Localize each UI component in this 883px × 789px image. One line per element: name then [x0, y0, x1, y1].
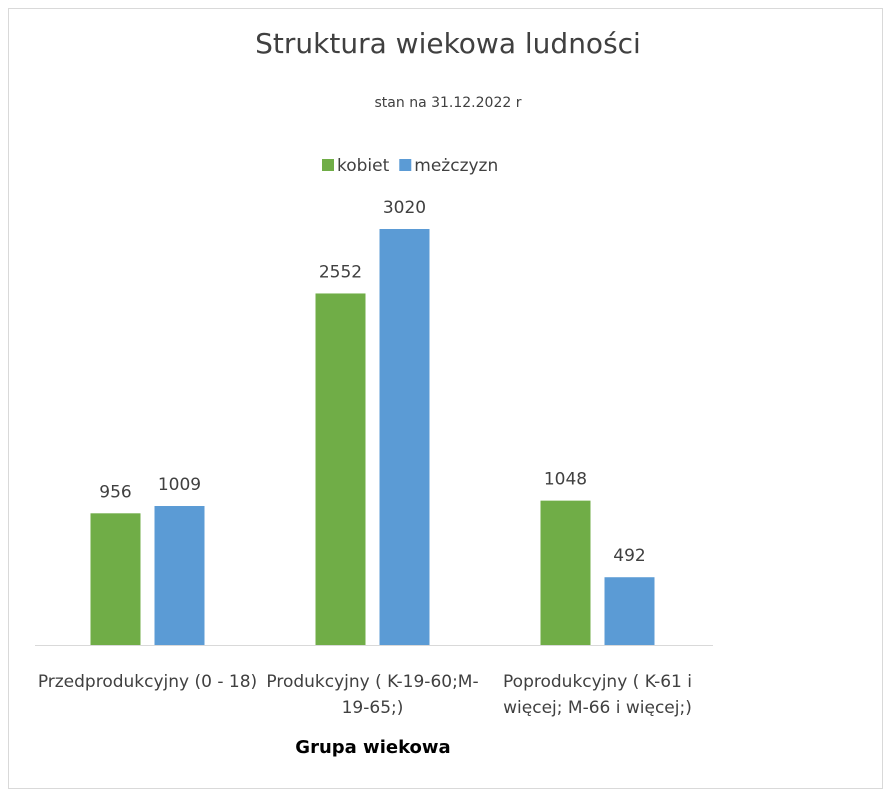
- x-tick-label-box: Przedprodukcyjny (0 - 18): [37, 672, 258, 692]
- data-label: 2552: [319, 262, 362, 282]
- chart-subtitle: stan na 31.12.2022 r: [375, 95, 522, 111]
- data-label: 3020: [383, 198, 426, 218]
- x-tick-label: Poprodukcyjny ( K-61 i więcej; M-66 i wi…: [503, 672, 692, 718]
- bar: [90, 513, 141, 645]
- bar: [315, 293, 366, 645]
- chart-frame: [8, 8, 883, 789]
- x-tick-label-box: Poprodukcyjny ( K-61 i więcej; M-66 i wi…: [503, 672, 692, 718]
- x-tick-label-box: Produkcyjny ( K-19-60;M-19-65;): [266, 672, 479, 718]
- bar: [154, 506, 205, 645]
- data-label: 1048: [544, 470, 587, 490]
- legend-label: meżczyzn: [414, 156, 498, 176]
- legend-swatch: [399, 159, 412, 171]
- bar: [540, 500, 591, 645]
- x-tick-label: Produkcyjny ( K-19-60;M-19-65;): [266, 672, 479, 718]
- legend-swatch: [322, 159, 334, 171]
- data-label: 956: [99, 482, 131, 502]
- x-tick-label: Przedprodukcyjny (0 - 18): [37, 672, 258, 692]
- x-axis-title: Grupa wiekowa: [295, 737, 450, 758]
- bar: [604, 577, 655, 645]
- chart-title: Struktura wiekowa ludności: [255, 27, 641, 60]
- bar: [379, 229, 430, 645]
- data-label: 1009: [158, 475, 201, 495]
- data-label: 492: [613, 546, 645, 566]
- legend-label: kobiet: [337, 156, 390, 176]
